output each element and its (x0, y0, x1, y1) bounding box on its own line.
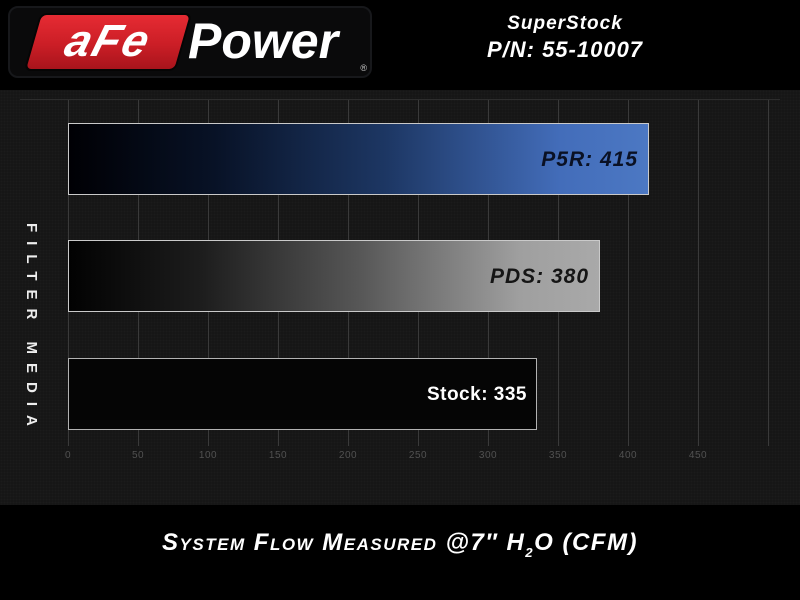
gridline (628, 100, 629, 446)
x-tick-label: 400 (618, 450, 638, 461)
y-axis-label: FILTER MEDIA (23, 223, 40, 435)
logo-power-text: Power (188, 13, 339, 69)
product-name: SuperStock (507, 13, 623, 34)
footer: System Flow Measured @7″ H2O (CFM) (0, 505, 800, 600)
x-tick-label: 200 (338, 450, 358, 461)
x-tick-label: 450 (688, 450, 708, 461)
caption-text-end: O (CFM) (534, 529, 638, 556)
gridline (698, 100, 699, 446)
x-tick-label: 100 (198, 450, 218, 461)
bar-label-p5r: P5R: 415 (541, 147, 638, 171)
bar-p5r: P5R: 415 (68, 123, 649, 195)
x-tick-label: 300 (478, 450, 498, 461)
gridline (768, 100, 769, 446)
logo-red-badge: aFe (26, 14, 190, 69)
part-number: P/N: 55-10007 (486, 37, 644, 62)
plot-top-border (20, 99, 780, 100)
logo-afe-text: aFe (59, 14, 158, 66)
bar-label-pds: PDS: 380 (489, 264, 589, 288)
caption-text: System Flow Measured @7″ H (162, 529, 526, 556)
product-info: SuperStock P/N: 55-10007 (455, 13, 675, 63)
caption-subscript: 2 (525, 545, 535, 561)
bar-pds: PDS: 380 (68, 240, 600, 312)
x-tick-label: 50 (131, 450, 145, 461)
bar-chart-plot: P5R: 415 PDS: 380 Stock: 335 FILTER MEDI… (0, 90, 800, 505)
header: aFe Power ® SuperStock P/N: 55-10007 (0, 0, 800, 90)
x-tick-label: 350 (548, 450, 568, 461)
bar-label-stock: Stock: 335 (426, 383, 527, 405)
x-tick-label: 0 (64, 450, 72, 461)
registered-trademark-icon: ® (360, 63, 367, 73)
afe-power-logo: aFe Power ® (8, 6, 372, 78)
x-tick-label: 250 (408, 450, 428, 461)
x-tick-label: 150 (268, 450, 288, 461)
x-axis-caption: System Flow Measured @7″ H2O (CFM) (0, 529, 800, 561)
bar-stock: Stock: 335 (68, 358, 537, 430)
